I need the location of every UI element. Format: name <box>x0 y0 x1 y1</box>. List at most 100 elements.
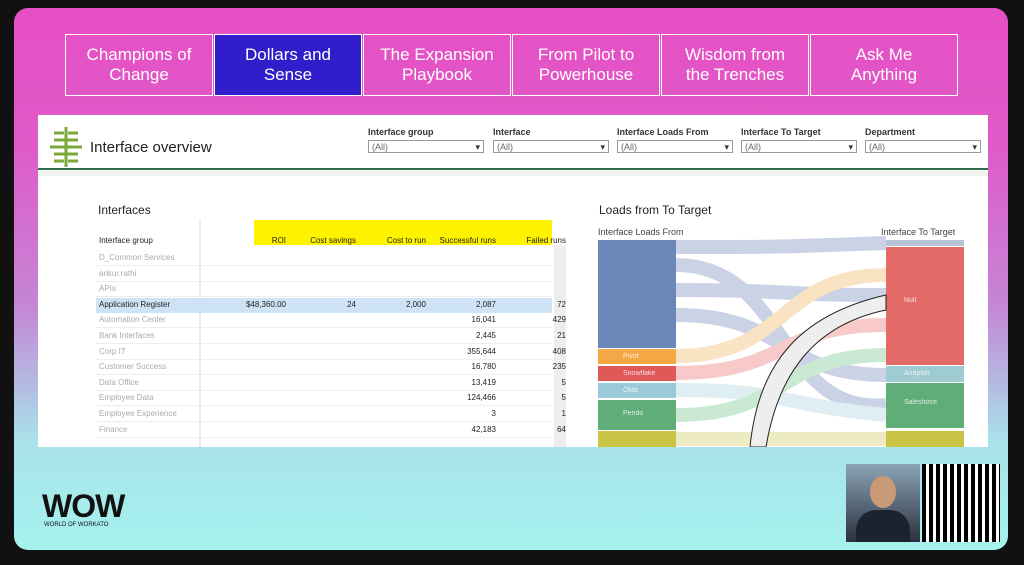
filter-select[interactable]: (All) <box>741 140 857 154</box>
qr-code <box>922 464 1000 542</box>
brand-logo: WOW <box>42 488 125 524</box>
nav-tab[interactable]: From Pilot to Powerhouse <box>512 34 660 96</box>
nav-tab[interactable]: Wisdom from the Trenches <box>661 34 809 96</box>
sankey-node-label: Pivot <box>623 353 639 360</box>
row-name: Employee Data <box>99 393 154 403</box>
sankey-node-label: Pendo <box>623 410 644 417</box>
filter-select[interactable]: (All) <box>368 140 484 154</box>
column-header: ROI <box>271 236 286 245</box>
slide: Champions of Change Dollars and Sense The Ex… <box>14 8 1008 550</box>
column-header: Cost to run <box>386 236 426 245</box>
row-rule <box>96 327 552 329</box>
sankey-node-label: Null <box>904 297 917 304</box>
filter-label: Interface group <box>368 127 434 137</box>
row-name: Finance <box>99 424 128 434</box>
column-highlight <box>254 220 552 245</box>
row-rule <box>96 296 552 298</box>
table-title: Interfaces <box>98 203 151 217</box>
nav-tab-label: Sense <box>263 65 313 84</box>
nav-tab-label: Powerhouse <box>538 65 634 84</box>
sankey-node-label: Okta <box>623 387 638 394</box>
cell-value: 1 <box>561 409 566 418</box>
row-rule <box>96 280 552 282</box>
cell-value: 5 <box>561 377 566 387</box>
row-name: Employee Experience <box>99 409 177 418</box>
sankey-node-label: Salesforce <box>904 399 938 406</box>
sankey <box>598 236 964 447</box>
cell-value: 2,445 <box>475 331 496 340</box>
row-rule <box>96 358 552 360</box>
filter-select[interactable]: (All) <box>865 140 981 154</box>
row-rule <box>96 436 552 438</box>
row-name: Application Register <box>99 299 171 309</box>
sankey-title: Loads from To Target <box>599 203 712 217</box>
header-shadow <box>38 171 988 176</box>
nav-tab[interactable]: Dollars and Sense <box>214 34 362 96</box>
cell-value: 5 <box>561 393 566 403</box>
nav-tab-label: Champions of <box>86 45 192 64</box>
cell-value: 235 <box>552 362 566 372</box>
filter-select[interactable]: (All) <box>493 140 609 154</box>
row-name: Automation Center <box>99 315 166 325</box>
filter-label: Interface To Target <box>741 127 821 137</box>
row-name: Corp IT <box>99 346 126 356</box>
cell-value: 3 <box>491 409 496 418</box>
row-name: Data Office <box>99 377 139 387</box>
nav-bar: Champions of Change Dollars and Sense The Ex… <box>65 34 959 96</box>
nav-tab-label: Playbook <box>402 65 472 84</box>
dashboard: Interface overview Interfaces Interface … <box>38 115 988 447</box>
row-rule <box>96 374 552 376</box>
dashboard-title: Interface overview <box>90 139 212 156</box>
cell-value: 355,644 <box>467 346 496 356</box>
nav-tab[interactable]: Ask Me Anything <box>810 34 958 96</box>
cell-value: 24 <box>347 299 356 309</box>
column-header: Cost savings <box>310 236 356 245</box>
row-rule <box>96 405 552 407</box>
cell-value: 16,041 <box>471 315 496 325</box>
cell-value: 21 <box>557 331 566 340</box>
nav-tab[interactable]: The Expansion Playbook <box>363 34 511 96</box>
cell-value: 42,183 <box>471 424 496 434</box>
cell-value: 13,419 <box>471 377 496 387</box>
cell-value: 429 <box>552 315 566 325</box>
row-name: ankur.rathi <box>99 268 137 278</box>
nav-tab-label: Anything <box>850 65 918 84</box>
cell-value: 72 <box>557 299 566 309</box>
row-rule <box>96 389 552 391</box>
row-rule <box>96 421 552 422</box>
sankey-right-header: Interface To Target <box>881 227 956 237</box>
cell-value: 16,780 <box>471 362 496 372</box>
sankey-left-header: Interface Loads From <box>598 227 684 237</box>
cell-value: 408 <box>552 346 566 356</box>
row-rule <box>96 265 552 266</box>
scrollbar <box>554 245 566 447</box>
logo-icon <box>50 127 82 167</box>
row-name: Bank Interfaces <box>99 331 155 340</box>
sankey-node-label: Anaplan <box>904 370 930 377</box>
filter-label: Interface <box>493 127 531 137</box>
nav-tab-label: Dollars and <box>245 45 331 64</box>
cell-value: 64 <box>557 424 566 434</box>
nav-tab-label: Change <box>109 65 169 84</box>
row-header: Interface group <box>99 236 153 245</box>
speaker-photo <box>846 464 920 542</box>
nav-tab-label: From Pilot to <box>537 45 635 64</box>
filter-label: Interface Loads From <box>617 127 709 137</box>
sankey-node-label: Snowflake <box>623 370 656 377</box>
selected-row <box>96 297 552 313</box>
brand-tagline: WORLD OF WORKATO <box>44 522 109 528</box>
nav-tab-label: Wisdom from <box>684 45 786 64</box>
row-rule <box>96 343 552 344</box>
nav-tab[interactable]: Champions of Change <box>65 34 213 96</box>
nav-tab-label: The Expansion <box>380 45 494 64</box>
row-name: APIs <box>99 284 116 294</box>
row-name: D_Common Services <box>99 253 175 262</box>
cell-value: 2,087 <box>475 299 496 309</box>
filter-label: Department <box>865 127 916 137</box>
column-header: Successful runs <box>439 236 496 245</box>
filter-select[interactable]: (All) <box>617 140 733 154</box>
row-name: Customer Success <box>99 362 167 372</box>
column-header: Failed runs <box>526 236 566 245</box>
nav-tab-label: Ask Me <box>855 45 913 64</box>
cell-value: 2,000 <box>405 299 426 309</box>
